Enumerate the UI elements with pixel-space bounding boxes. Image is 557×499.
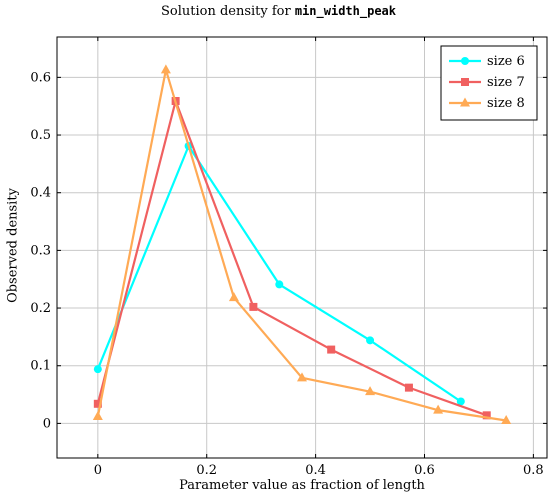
legend-label: size 6 bbox=[487, 54, 525, 69]
series-line bbox=[96, 144, 462, 403]
x-tick-label: 0 bbox=[94, 463, 102, 478]
data-point bbox=[327, 345, 336, 354]
legend-label: size 8 bbox=[487, 96, 525, 111]
series-size-7 bbox=[93, 97, 491, 420]
data-point bbox=[501, 415, 512, 425]
y-tick-label: 0.6 bbox=[30, 70, 51, 85]
legend-item: size 8 bbox=[449, 96, 525, 111]
data-point bbox=[160, 64, 171, 74]
series-size-8 bbox=[92, 64, 512, 425]
legend: size 6 size 7 size 8 bbox=[440, 45, 538, 121]
legend-marker bbox=[461, 78, 469, 86]
grid-lines bbox=[57, 37, 547, 458]
data-point bbox=[404, 383, 413, 392]
series-line bbox=[96, 68, 507, 422]
y-tick-label: 0.2 bbox=[30, 301, 51, 316]
series-line bbox=[96, 99, 488, 417]
y-tick-label: 0.1 bbox=[30, 359, 51, 374]
y-tick-label: 0.3 bbox=[30, 243, 51, 258]
data-point bbox=[249, 302, 258, 311]
y-tick-label: 0.5 bbox=[30, 128, 51, 143]
data-point bbox=[228, 292, 239, 302]
x-tick-label: 0.6 bbox=[414, 463, 435, 478]
data-point bbox=[456, 397, 465, 406]
chart-title: Solution density for min_width_peak bbox=[0, 4, 557, 19]
legend-marker bbox=[460, 97, 470, 107]
data-point bbox=[93, 399, 102, 408]
plot-frame bbox=[56, 36, 548, 459]
data-point bbox=[93, 365, 102, 374]
chart-title-text: Solution density for bbox=[160, 4, 295, 19]
x-axis-label: Parameter value as fraction of length bbox=[179, 478, 425, 493]
legend-item: size 6 bbox=[449, 54, 525, 69]
data-point bbox=[275, 280, 284, 289]
x-tick-label: 0.8 bbox=[523, 463, 544, 478]
data-point bbox=[365, 386, 376, 396]
legend-item: size 7 bbox=[449, 75, 525, 90]
legend-marker bbox=[461, 57, 469, 65]
data-point bbox=[482, 411, 491, 420]
x-tick-label: 0.2 bbox=[196, 463, 217, 478]
y-axis-label: Observed density bbox=[5, 188, 21, 303]
y-tick-label: 0 bbox=[43, 416, 51, 431]
axis-ticks: 0 0.2 0.4 0.6 0.8 0 0.1 0.2 0.3 0.4 0.5 0.6 bbox=[30, 37, 547, 478]
data-point bbox=[297, 372, 307, 382]
chart-title-code: min_width_peak bbox=[294, 4, 397, 18]
data-point bbox=[92, 410, 103, 420]
x-tick-label: 0.4 bbox=[305, 463, 326, 478]
series-group bbox=[92, 64, 512, 425]
data-point bbox=[366, 336, 375, 345]
data-point bbox=[433, 404, 444, 414]
legend-label: size 7 bbox=[487, 75, 525, 90]
y-tick-label: 0.4 bbox=[30, 186, 51, 201]
